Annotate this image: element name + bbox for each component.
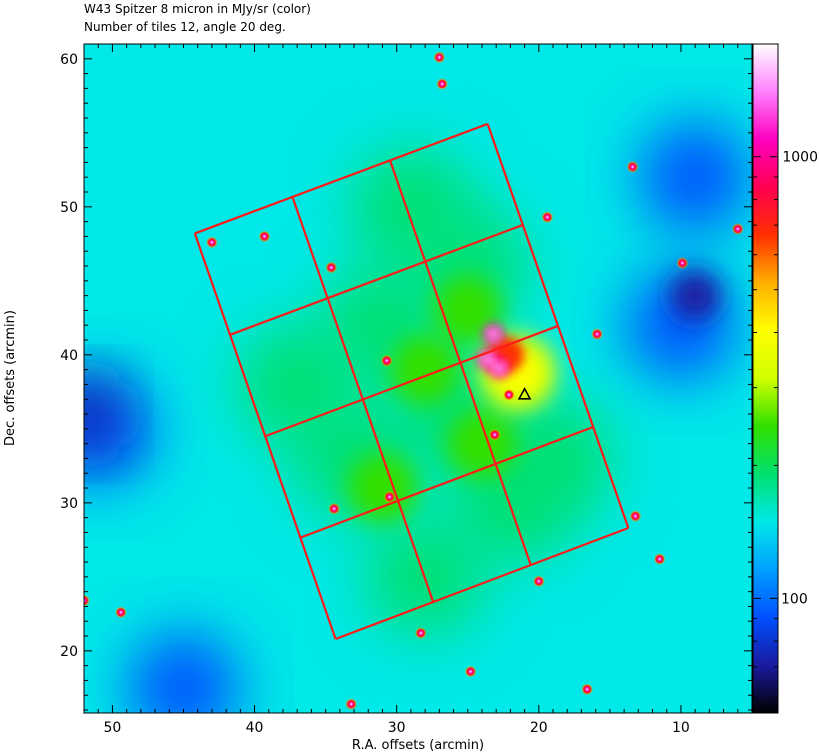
emission-blob-3 — [128, 632, 239, 713]
tile-line-row-4 — [335, 526, 629, 641]
x-tick-label-20: 20 — [530, 720, 548, 736]
point-source-16 — [414, 627, 427, 640]
tile-line-row-1 — [229, 223, 524, 336]
y-tick-label-30: 30 — [60, 496, 78, 512]
point-source-3 — [258, 230, 271, 243]
point-source-18 — [581, 683, 594, 696]
x-tick-label-40: 40 — [246, 720, 264, 736]
point-source-9 — [629, 510, 642, 523]
point-source-8 — [626, 160, 639, 173]
emission-blob-2 — [640, 122, 751, 233]
emission-blob-16 — [446, 408, 517, 479]
colorbar: 100 1000 — [752, 43, 818, 714]
point-source-19 — [114, 606, 127, 619]
emission-blob-26 — [482, 354, 493, 365]
y-tick-label-20: 20 — [60, 644, 78, 660]
emission-blob-14 — [493, 398, 614, 519]
y-tick-label-50: 50 — [60, 200, 78, 216]
x-tick-label-10: 10 — [672, 720, 690, 736]
point-source-17 — [464, 665, 477, 678]
point-source-12 — [488, 428, 501, 441]
emission-blob-4 — [84, 379, 119, 450]
y-axis-label: Dec. offsets (arcmin) — [3, 310, 18, 446]
tile-line-row-2 — [264, 324, 559, 438]
tile-line-row-3 — [300, 425, 594, 539]
cbar-tick-label-100: 100 — [781, 591, 808, 607]
tile-grid — [193, 122, 630, 641]
colorbar-frame — [752, 43, 779, 714]
emission-blob-12 — [350, 146, 471, 267]
point-source-7 — [591, 328, 604, 341]
point-source-22 — [653, 553, 666, 566]
point-source-6 — [541, 211, 554, 224]
point-source-15 — [731, 223, 744, 236]
intensity-map — [84, 44, 752, 713]
emission-blob-5 — [670, 270, 721, 321]
point-source-4 — [433, 51, 446, 64]
point-source-11 — [383, 490, 396, 503]
tile-line-row-0 — [194, 122, 489, 235]
cbar-tick-label-1000: 1000 — [782, 150, 818, 166]
point-source-20 — [84, 594, 90, 607]
emission-blob-15 — [390, 334, 461, 405]
chart-title: W43 Spitzer 8 micron in MJy/sr (color) — [84, 2, 311, 16]
x-tick-label-30: 30 — [388, 720, 406, 736]
chart-subtitle: Number of tiles 12, angle 20 deg. — [84, 20, 286, 34]
triangle-marker — [517, 387, 532, 400]
point-source-23 — [345, 698, 358, 711]
emission-blob-25 — [488, 329, 499, 340]
point-source-13 — [502, 388, 515, 401]
y-tick-label-40: 40 — [60, 348, 78, 364]
point-source-2 — [205, 236, 218, 249]
emission-blob-27 — [494, 363, 505, 374]
colorbar-ramp — [753, 44, 778, 713]
x-axis-label: R.A. offsets (arcmin) — [352, 738, 484, 753]
plot-frame — [83, 43, 753, 714]
axes: 50 40 30 20 10 20 30 40 50 60 — [60, 43, 753, 736]
point-source-5 — [436, 77, 449, 90]
emission-blob-11 — [237, 324, 358, 445]
point-source-1 — [380, 354, 393, 367]
point-source-10 — [328, 502, 341, 515]
emission-blob-18 — [432, 275, 503, 346]
marker-layer — [517, 387, 532, 400]
x-tick-label-50: 50 — [104, 720, 122, 736]
emission-blob-17 — [347, 453, 418, 524]
point-source-0 — [325, 261, 338, 274]
y-tick-label-60: 60 — [60, 52, 78, 68]
point-source-21 — [532, 575, 545, 588]
point-source-14 — [676, 257, 689, 270]
